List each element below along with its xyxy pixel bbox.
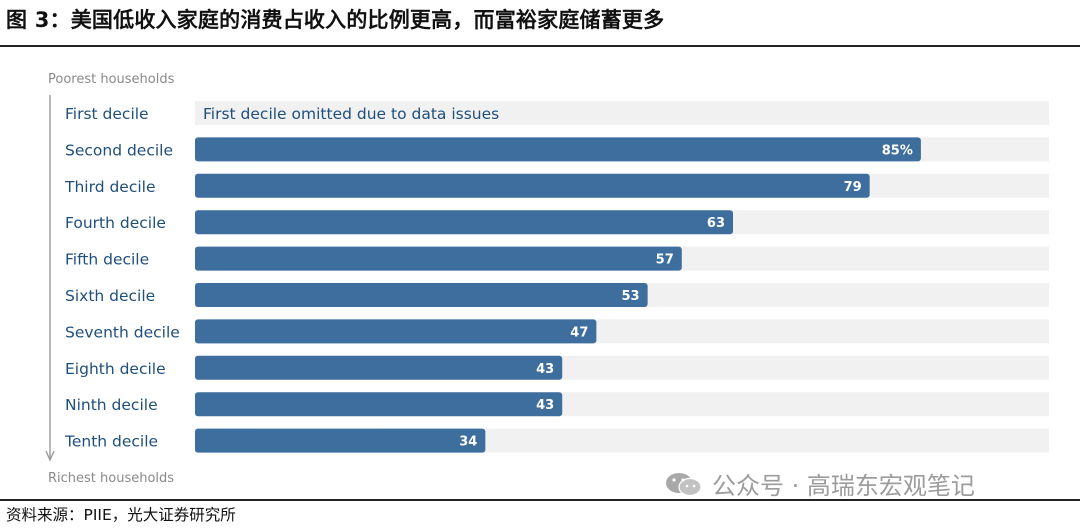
data-label: 53 — [622, 289, 640, 304]
category-label: Ninth decile — [65, 396, 158, 414]
category-label: First decile — [65, 105, 149, 123]
data-label: 57 — [656, 253, 674, 268]
category-label: Sixth decile — [65, 287, 155, 305]
data-bar — [195, 173, 870, 198]
source-note: 资料来源：PIIE，光大证券研究所 — [6, 506, 236, 524]
axis-arrow-icon — [45, 450, 55, 462]
data-label: 34 — [459, 435, 477, 450]
axis-bottom-label: Richest households — [48, 471, 175, 486]
category-label: Third decile — [64, 178, 156, 196]
data-label: 47 — [570, 325, 588, 340]
axis-top-label: Poorest households — [48, 72, 175, 87]
category-label: Fifth decile — [65, 251, 149, 269]
data-bar — [195, 246, 682, 271]
bar-track — [195, 101, 1049, 125]
data-label: 79 — [844, 180, 862, 195]
data-label: 43 — [536, 362, 554, 377]
data-bar — [195, 283, 648, 307]
data-label: 43 — [536, 398, 554, 413]
category-label: Tenth decile — [64, 433, 158, 451]
data-bar — [195, 319, 597, 344]
data-bar — [195, 137, 921, 162]
data-bar — [195, 428, 486, 453]
data-label: 85% — [882, 143, 913, 158]
data-label: 63 — [707, 216, 725, 231]
category-label: Fourth decile — [65, 214, 166, 232]
omitted-note: First decile omitted due to data issues — [203, 105, 499, 123]
watermark: 公众号 · 高瑞东宏观笔记 — [664, 466, 975, 501]
category-label: Eighth decile — [65, 360, 166, 378]
watermark-text: 公众号 · 高瑞东宏观笔记 — [712, 472, 975, 500]
category-label: Second decile — [65, 141, 173, 159]
data-bar — [195, 210, 734, 235]
data-bar — [195, 355, 563, 380]
figure-title: 图 3：美国低收入家庭的消费占收入的比例更高，而富裕家庭储蓄更多 — [6, 8, 665, 32]
category-label: Seventh decile — [65, 323, 180, 341]
title-divider — [0, 45, 1080, 47]
wechat-icon — [666, 472, 702, 496]
data-bar — [195, 392, 563, 417]
source-divider — [0, 499, 1080, 501]
